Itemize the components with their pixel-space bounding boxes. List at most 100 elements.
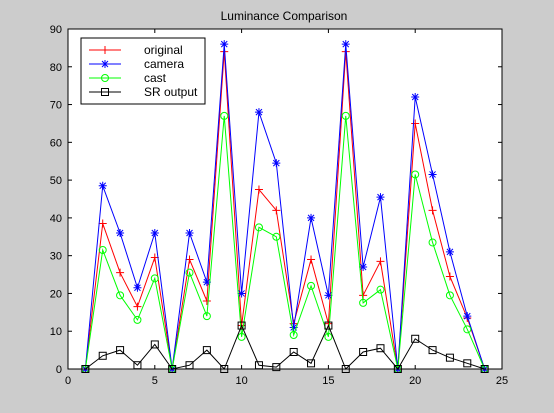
- data-point-cast: [359, 298, 368, 307]
- data-point-cast: [376, 285, 385, 294]
- x-tick-label: 15: [322, 375, 334, 387]
- data-point-sr-output: [376, 344, 385, 353]
- data-point-camera: [341, 40, 350, 49]
- y-tick-label: 50: [50, 175, 62, 187]
- x-tick-label: 20: [409, 375, 421, 387]
- data-point-camera: [202, 278, 211, 287]
- series-line-camera: [84, 44, 486, 370]
- data-point-cast: [220, 111, 229, 120]
- data-point-cast: [202, 312, 211, 321]
- data-point-sr-output: [202, 346, 211, 355]
- data-point-original: [428, 206, 437, 215]
- legend-marker-original: [101, 46, 109, 54]
- data-point-original: [133, 302, 142, 311]
- data-point-original: [116, 268, 125, 277]
- data-point-original: [272, 206, 281, 215]
- y-tick-label: 40: [50, 213, 62, 225]
- plot-area: [81, 40, 489, 373]
- data-point-camera: [445, 247, 454, 256]
- data-point-cast: [116, 291, 125, 300]
- data-point-sr-output: [463, 359, 472, 368]
- data-point-original: [307, 255, 316, 264]
- y-tick-label: 80: [50, 62, 62, 74]
- data-point-cast: [341, 111, 350, 120]
- data-point-cast: [428, 238, 437, 247]
- data-point-camera: [359, 263, 368, 271]
- data-point-sr-output: [445, 353, 454, 362]
- chart-title: Luminance Comparison: [221, 9, 348, 23]
- data-point-original: [411, 119, 420, 128]
- data-point-camera: [376, 193, 385, 202]
- data-point-cast: [237, 332, 246, 341]
- data-point-cast: [133, 315, 142, 324]
- data-point-cast: [445, 291, 454, 300]
- legend-marker-sr-output: [101, 88, 109, 96]
- legend-entry-camera: camera: [89, 57, 184, 71]
- legend-label-camera: camera: [144, 57, 184, 71]
- data-point-sr-output: [272, 363, 281, 372]
- data-point-sr-output: [237, 321, 246, 330]
- data-point-camera: [272, 159, 281, 168]
- series-line-cast: [84, 115, 486, 370]
- x-tick-label: 25: [496, 375, 508, 387]
- data-point-original: [202, 297, 211, 305]
- legend-label-cast: cast: [144, 71, 167, 85]
- data-point-cast: [272, 232, 281, 241]
- data-point-camera: [98, 181, 107, 190]
- legend-entry-original: original: [89, 43, 183, 57]
- legend-entry-cast: cast: [89, 71, 167, 85]
- legend-label-sr-output: SR output: [144, 85, 198, 99]
- y-tick-label: 20: [50, 288, 62, 300]
- x-tick-label: 0: [65, 375, 71, 387]
- data-point-sr-output: [307, 359, 316, 368]
- y-tick-label: 70: [50, 100, 62, 112]
- data-point-sr-output: [98, 351, 107, 360]
- data-point-sr-output: [289, 348, 298, 356]
- data-point-cast: [289, 331, 298, 339]
- data-point-camera: [237, 289, 246, 298]
- data-point-sr-output: [150, 340, 159, 349]
- data-point-camera: [289, 323, 298, 332]
- axes-frame: [67, 28, 503, 370]
- legend-marker-cast: [101, 74, 109, 82]
- data-point-camera: [220, 40, 229, 49]
- legend-marker-camera: [101, 60, 109, 68]
- data-point-original: [98, 219, 107, 228]
- data-point-cast: [463, 325, 472, 334]
- data-point-sr-output: [411, 334, 420, 343]
- data-point-camera: [185, 229, 194, 237]
- y-tick-label: 60: [50, 137, 62, 149]
- data-point-camera: [150, 229, 159, 237]
- data-point-camera: [307, 213, 316, 222]
- data-point-cast: [254, 223, 263, 232]
- data-point-cast: [185, 268, 194, 277]
- legend-label-original: original: [144, 43, 183, 57]
- data-point-cast: [411, 170, 420, 179]
- data-point-camera: [324, 291, 333, 300]
- data-point-camera: [411, 93, 420, 101]
- data-point-original: [254, 185, 263, 194]
- data-point-original: [445, 272, 454, 281]
- data-point-original: [376, 257, 385, 266]
- data-point-camera: [463, 312, 472, 321]
- y-tick-label: 0: [56, 364, 62, 376]
- data-point-cast: [150, 274, 159, 283]
- data-point-sr-output: [359, 348, 368, 356]
- data-point-sr-output: [428, 346, 437, 355]
- data-point-sr-output: [324, 321, 333, 330]
- data-point-original: [185, 255, 194, 264]
- y-tick-label: 10: [50, 326, 62, 338]
- x-tick-label: 5: [152, 375, 158, 387]
- data-point-camera: [428, 170, 437, 179]
- x-tick-label: 10: [235, 375, 247, 387]
- y-tick-label: 90: [50, 24, 62, 36]
- series-line-original: [84, 51, 486, 370]
- data-point-camera: [133, 283, 142, 292]
- data-point-camera: [116, 229, 125, 237]
- data-point-cast: [307, 281, 316, 290]
- y-tick-label: 30: [50, 251, 62, 263]
- data-point-cast: [324, 332, 333, 341]
- legend-entry-sr-output: SR output: [89, 85, 198, 99]
